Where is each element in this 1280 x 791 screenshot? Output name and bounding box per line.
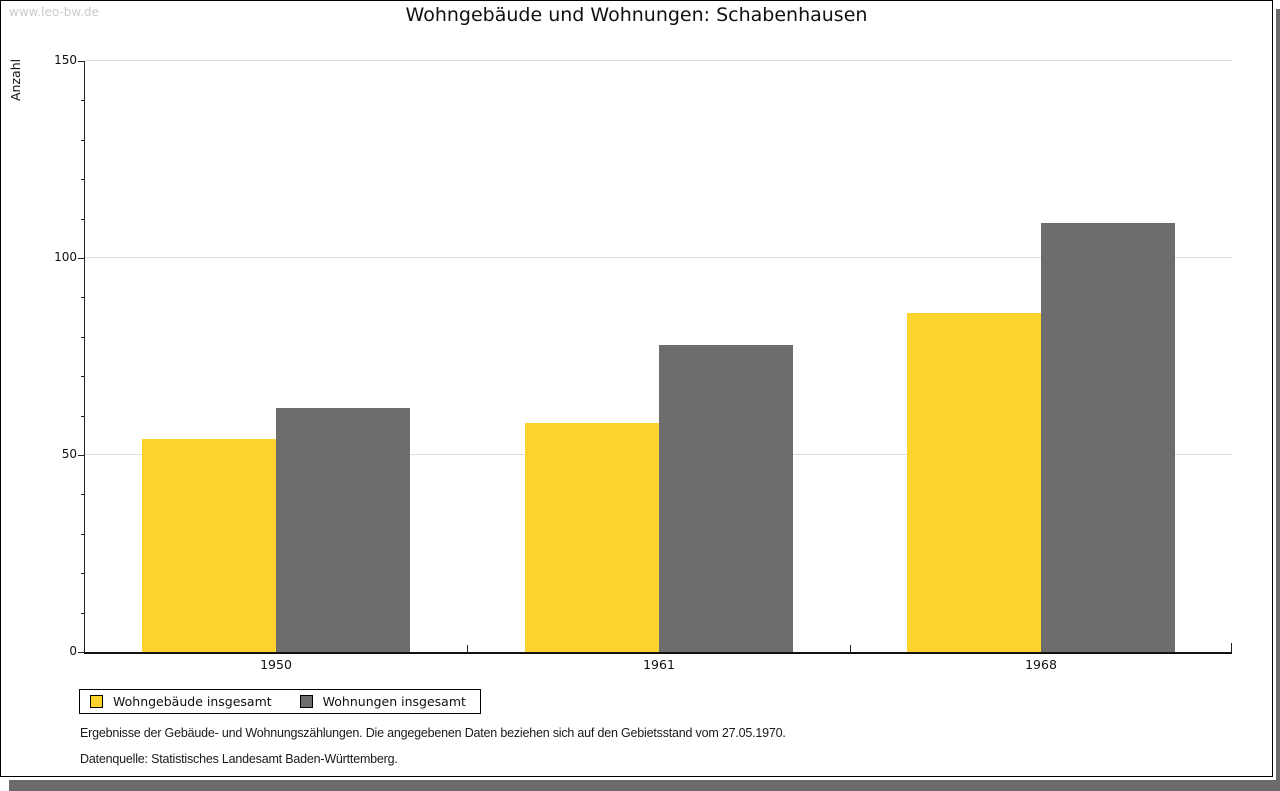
y-tick-label-0: 0 [69,644,77,658]
y-minor-tick-120 [81,179,85,181]
legend-label-wohngebaeude: Wohngebäude insgesamt [113,694,272,709]
y-major-tick-150 [78,61,85,62]
y-minor-tick-10 [81,612,85,614]
y-minor-tick-70 [81,376,85,378]
y-minor-tick-130 [81,139,85,141]
gridline-150 [85,60,1232,61]
y-minor-tick-90 [81,297,85,299]
x-boundary-tick-1 [467,645,468,652]
x-axis-end-tick [1231,643,1232,652]
x-tick-label-1961: 1961 [643,657,675,672]
plot-area: 0 50 100 150 1950 1961 1968 [54,53,1232,672]
legend-swatch-wohnungen [299,695,313,708]
bar-1950-wohngebaeude [142,439,276,652]
bar-1968-wohnungen [1041,223,1175,652]
y-minor-tick-40 [81,494,85,496]
y-major-tick-50 [78,455,85,456]
x-tick-label-1968: 1968 [1025,657,1057,672]
y-axis-label: Anzahl [8,58,23,101]
x-tick-label-1950: 1950 [260,657,292,672]
legend: Wohngebäude insgesamt Wohnungen insgesam… [79,689,481,714]
chart-card: www.leo-bw.de Wohngebäude und Wohnungen:… [0,0,1273,777]
y-tick-label-50: 50 [61,447,77,461]
x-axis [84,652,1232,654]
y-axis [84,61,85,653]
bar-1950-wohnungen [276,408,410,652]
footer-source: Datenquelle: Statistisches Landesamt Bad… [80,752,398,766]
y-minor-tick-30 [81,533,85,535]
bar-1961-wohnungen [659,345,793,652]
y-minor-tick-140 [81,100,85,102]
y-minor-tick-60 [81,415,85,417]
watermark: www.leo-bw.de [9,5,99,19]
y-minor-tick-110 [81,218,85,220]
y-tick-label-100: 100 [54,250,77,264]
drop-shadow-right [1276,9,1280,791]
y-major-tick-100 [78,258,85,259]
gridline-100 [85,257,1232,258]
y-tick-label-150: 150 [54,53,77,67]
footer-note: Ergebnisse der Gebäude- und Wohnungszähl… [80,726,786,740]
y-minor-tick-20 [81,573,85,575]
y-minor-tick-80 [81,336,85,338]
legend-swatch-wohngebaeude [90,695,103,708]
legend-item-wohnungen: Wohnungen insgesamt [299,694,466,709]
chart-title: Wohngebäude und Wohnungen: Schabenhausen [405,4,868,26]
legend-label-wohnungen: Wohnungen insgesamt [322,694,466,709]
bar-1961-wohngebaeude [525,423,659,652]
x-boundary-tick-2 [850,645,851,652]
drop-shadow-bottom [9,780,1280,791]
y-major-tick-0 [78,652,85,653]
bar-1968-wohngebaeude [907,313,1041,652]
legend-item-wohngebaeude: Wohngebäude insgesamt [90,694,272,709]
